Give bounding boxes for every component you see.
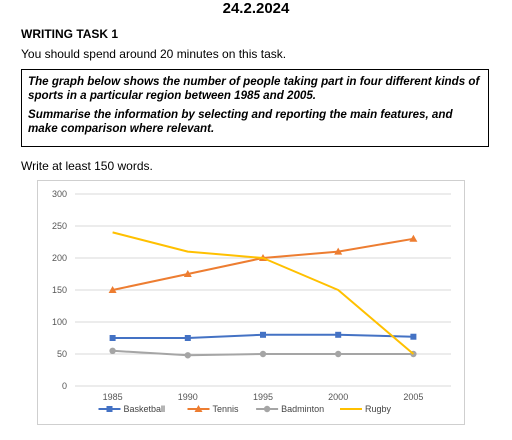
y-tick-label: 100 <box>52 317 67 327</box>
page-date: 24.2.2024 <box>222 0 290 17</box>
task-prompt-instruction: Summarise the information by selecting a… <box>28 108 453 135</box>
badminton-point <box>259 350 267 358</box>
y-tick-label: 200 <box>52 253 67 263</box>
legend-tennis-marker <box>194 405 203 412</box>
tennis-point <box>108 286 117 293</box>
basketball-point <box>184 335 191 341</box>
basketball-point <box>335 331 342 338</box>
task-prompt-description: The graph below shows the number of peop… <box>28 75 480 102</box>
y-tick-label: 150 <box>52 285 67 295</box>
task-title: WRITING TASK 1 <box>21 27 119 41</box>
legend-basketball-label: Basketball <box>124 404 166 414</box>
tennis-line <box>112 237 414 291</box>
basketball-point <box>260 331 266 338</box>
legend-rugby-label: Rugby <box>365 404 392 414</box>
y-tick-label: 0 <box>62 381 67 391</box>
tennis-point <box>334 247 343 255</box>
legend-badminton-marker <box>263 405 271 413</box>
y-tick-label: 300 <box>52 189 67 199</box>
tennis-point <box>409 234 418 242</box>
x-tick-label: 1985 <box>103 392 123 402</box>
word-requirement: Write at least 150 words. <box>21 159 153 173</box>
rugby-line <box>112 231 415 355</box>
x-tick-label: 2000 <box>328 392 348 402</box>
task-prompt-box: The graph below shows the number of peop… <box>21 69 489 147</box>
x-tick-label: 1995 <box>253 392 273 402</box>
x-tick-label: 1990 <box>178 392 198 402</box>
x-tick-label: 2005 <box>403 392 423 402</box>
legend-basketball-marker <box>106 406 113 412</box>
badminton-point <box>184 352 191 359</box>
time-instruction: You should spend around 20 minutes on th… <box>21 47 287 61</box>
y-tick-label: 50 <box>57 349 67 359</box>
legend-badminton-label: Badminton <box>281 404 324 414</box>
legend-tennis-label: Tennis <box>213 404 240 414</box>
tennis-point <box>183 270 192 277</box>
basketball-point <box>410 333 417 340</box>
y-tick-label: 250 <box>52 221 67 231</box>
badminton-point <box>335 350 342 358</box>
line-chart: 0 50 100 150 200 250 300 1985 1990 1995 2000 2005 Ba… <box>37 180 465 425</box>
badminton-point <box>109 347 116 354</box>
basketball-point <box>109 335 116 341</box>
chart-svg: 0 50 100 150 200 250 300 1985 1990 1995 2000 2005 Ba… <box>52 189 451 414</box>
